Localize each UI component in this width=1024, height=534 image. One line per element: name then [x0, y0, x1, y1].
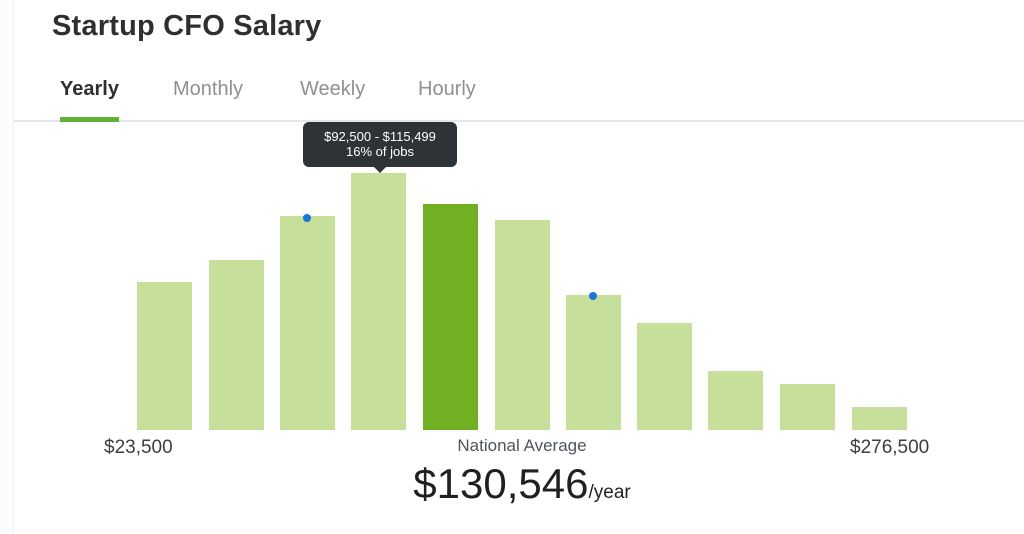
tab-yearly[interactable]: Yearly	[60, 78, 119, 122]
histogram-bar[interactable]	[137, 282, 192, 430]
tab-monthly[interactable]: Monthly	[173, 78, 244, 100]
national-average-label: National Average	[457, 436, 587, 455]
tab-weekly[interactable]: Weekly	[300, 78, 366, 100]
page-title: Startup CFO Salary	[52, 10, 322, 42]
bar-tooltip: $92,500 - $115,499 16% of jobs	[303, 122, 457, 173]
histogram-bar[interactable]	[351, 173, 406, 430]
histogram-bar[interactable]	[566, 295, 621, 430]
tooltip-range: $92,500 - $115,499	[324, 129, 436, 144]
histogram-bar[interactable]	[280, 216, 335, 430]
national-average-unit: /year	[588, 482, 631, 503]
marker-dot	[303, 214, 311, 222]
tab-hourly[interactable]: Hourly	[418, 78, 476, 100]
axis-min-label: $23,500	[104, 437, 173, 458]
marker-dot	[589, 292, 597, 300]
salary-histogram: $92,500 - $115,499 16% of jobs	[14, 122, 1024, 522]
histogram-bar[interactable]	[495, 220, 550, 430]
histogram-bar-national-average[interactable]	[423, 204, 478, 430]
salary-card: Startup CFO Salary Yearly Monthly Weekly…	[13, 0, 1024, 534]
tooltip-share: 16% of jobs	[346, 144, 414, 159]
national-average-value: $130,546/year	[374, 460, 670, 508]
axis-max-label: $276,500	[850, 437, 930, 458]
histogram-bar[interactable]	[852, 407, 907, 430]
histogram-bar[interactable]	[209, 260, 264, 430]
histogram-bar[interactable]	[708, 371, 763, 430]
national-average-amount: $130,546	[413, 460, 589, 507]
period-tabs: Yearly Monthly Weekly Hourly	[14, 70, 1024, 122]
histogram-bar[interactable]	[637, 323, 692, 430]
histogram-bar[interactable]	[780, 384, 835, 430]
